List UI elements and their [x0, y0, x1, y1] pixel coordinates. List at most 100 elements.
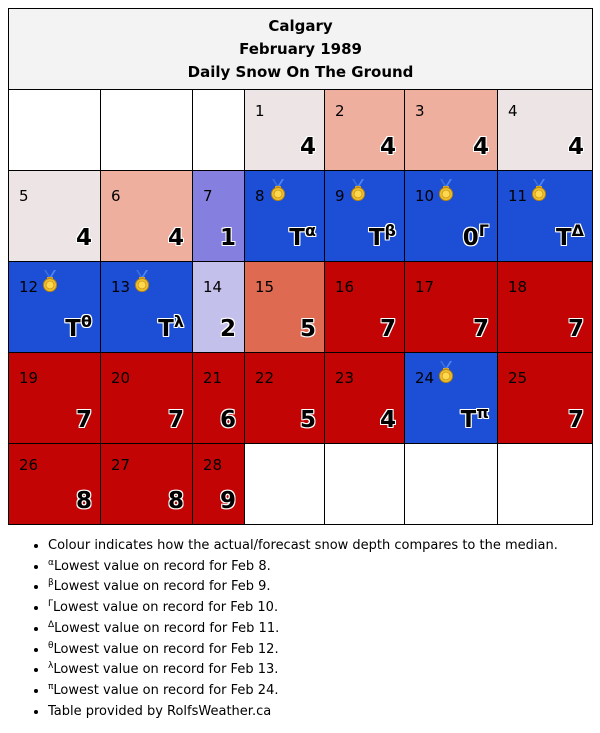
week-row-3: 12 Tθ 13 Tλ 14 2 15 5 16 7 17 7 18 7: [8, 261, 594, 353]
day-cell: 9 Tβ: [324, 170, 405, 262]
snow-depth-number: 8: [75, 488, 92, 514]
footnote-marker: π: [476, 403, 489, 422]
footnote-marker: α: [305, 221, 316, 240]
day-cell: 11 TΔ: [496, 170, 594, 262]
day-number: 2: [335, 102, 345, 120]
gold-medal-icon: [351, 179, 365, 201]
note-text: Lowest value on record for Feb 24.: [53, 682, 279, 698]
footnote-marker: θ: [81, 312, 92, 331]
note-item: Colour indicates how the actual/forecast…: [48, 536, 558, 557]
gold-medal-icon: [439, 361, 453, 383]
week-row-4: 19 7 20 7 21 6 22 5 23 4 24 Tπ 25 7: [8, 352, 594, 444]
day-number: 22: [255, 369, 275, 387]
snow-depth-number: 7: [568, 316, 585, 342]
note-marker: α: [48, 557, 54, 568]
snow-depth-number: T: [158, 316, 174, 342]
calendar-header: Calgary February 1989 Daily Snow On The …: [7, 8, 594, 90]
day-number: 13: [111, 278, 131, 296]
snow-depth-value: 6: [220, 407, 236, 433]
snow-depth-number: 0: [462, 225, 479, 251]
day-number: 14: [203, 278, 223, 296]
snow-depth-number: 5: [299, 316, 316, 342]
day-cell: 16 7: [324, 261, 405, 353]
empty-day-cell: [324, 443, 405, 525]
gold-medal-icon: [43, 270, 57, 292]
snow-depth-number: T: [289, 225, 305, 251]
note-text: Lowest value on record for Feb 9.: [53, 579, 271, 595]
snow-depth-number: T: [555, 225, 572, 251]
day-number: 20: [111, 369, 131, 387]
snow-depth-number: 4: [472, 134, 489, 160]
note-item: λLowest value on record for Feb 13.: [48, 660, 558, 681]
week-row-2: 5 4 6 4 7 1 8 Tα 9 Tβ 10 0Γ 11 TΔ: [8, 170, 594, 262]
day-number: 12: [19, 278, 39, 296]
day-cell: 19 7: [8, 352, 101, 444]
notes-list: Colour indicates how the actual/forecast…: [20, 536, 558, 722]
day-cell: 28 9: [192, 443, 245, 525]
snow-depth-value: 4: [168, 225, 184, 251]
snow-depth-number: 7: [75, 407, 92, 433]
snow-depth-value: 5: [300, 316, 316, 342]
gold-medal-icon: [439, 179, 453, 201]
snow-depth-value: Tπ: [460, 405, 489, 434]
day-number: 8: [255, 187, 265, 205]
snow-depth-value: 5: [300, 407, 316, 433]
empty-day-cell: [244, 443, 325, 525]
day-number: 28: [203, 456, 223, 474]
day-number: 1: [255, 102, 265, 120]
snow-depth-value: 7: [168, 407, 184, 433]
day-cell: 22 5: [244, 352, 325, 444]
snow-depth-value: 9: [220, 488, 236, 514]
snow-depth-value: 7: [568, 407, 584, 433]
snow-depth-value: 4: [380, 407, 396, 433]
day-number: 19: [19, 369, 39, 387]
snow-depth-value: Tβ: [368, 223, 396, 252]
day-number: 23: [335, 369, 355, 387]
day-cell: 21 6: [192, 352, 245, 444]
snow-depth-number: 4: [379, 407, 396, 433]
day-number: 15: [255, 278, 275, 296]
note-text: Lowest value on record for Feb 13.: [53, 662, 279, 678]
note-item: αLowest value on record for Feb 8.: [48, 557, 558, 578]
footnote-marker: Δ: [571, 221, 585, 240]
snow-depth-value: 7: [473, 316, 489, 342]
snow-depth-number: 4: [568, 134, 585, 160]
snow-depth-value: 7: [568, 316, 584, 342]
day-cell: 14 2: [192, 261, 245, 353]
city-title: Calgary: [268, 16, 333, 35]
snow-depth-number: T: [460, 407, 477, 433]
footnote-marker: β: [384, 221, 396, 240]
note-text: Colour indicates how the actual/forecast…: [48, 538, 558, 553]
day-cell: 27 8: [100, 443, 193, 525]
footnote-marker: Γ: [478, 221, 489, 240]
note-text: Lowest value on record for Feb 8.: [53, 558, 271, 574]
gold-medal-icon: [135, 270, 149, 292]
snow-depth-number: 4: [167, 225, 184, 251]
snow-depth-number: T: [368, 225, 385, 251]
day-cell: 17 7: [404, 261, 498, 353]
month-title: February 1989: [239, 39, 362, 58]
snow-depth-number: 7: [167, 407, 184, 433]
day-number: 3: [415, 102, 425, 120]
day-number: 25: [508, 369, 528, 387]
note-item: ΔLowest value on record for Feb 11.: [48, 619, 558, 640]
snow-depth-number: 4: [299, 134, 316, 160]
day-number: 10: [415, 187, 435, 205]
snow-depth-value: 4: [300, 134, 316, 160]
note-item: θLowest value on record for Feb 12.: [48, 640, 558, 661]
snow-depth-value: TΔ: [555, 223, 584, 252]
snow-depth-number: 9: [219, 488, 236, 514]
snow-depth-value: 7: [76, 407, 92, 433]
snow-depth-number: 7: [379, 316, 396, 342]
week-row-5: 26 8 27 8 28 9: [8, 443, 594, 525]
day-number: 21: [203, 369, 223, 387]
day-number: 11: [508, 187, 528, 205]
day-cell: 8 Tα: [244, 170, 325, 262]
note-item: βLowest value on record for Feb 9.: [48, 577, 558, 598]
chart-subtitle: Daily Snow On The Ground: [187, 62, 414, 81]
note-marker: β: [48, 578, 54, 589]
